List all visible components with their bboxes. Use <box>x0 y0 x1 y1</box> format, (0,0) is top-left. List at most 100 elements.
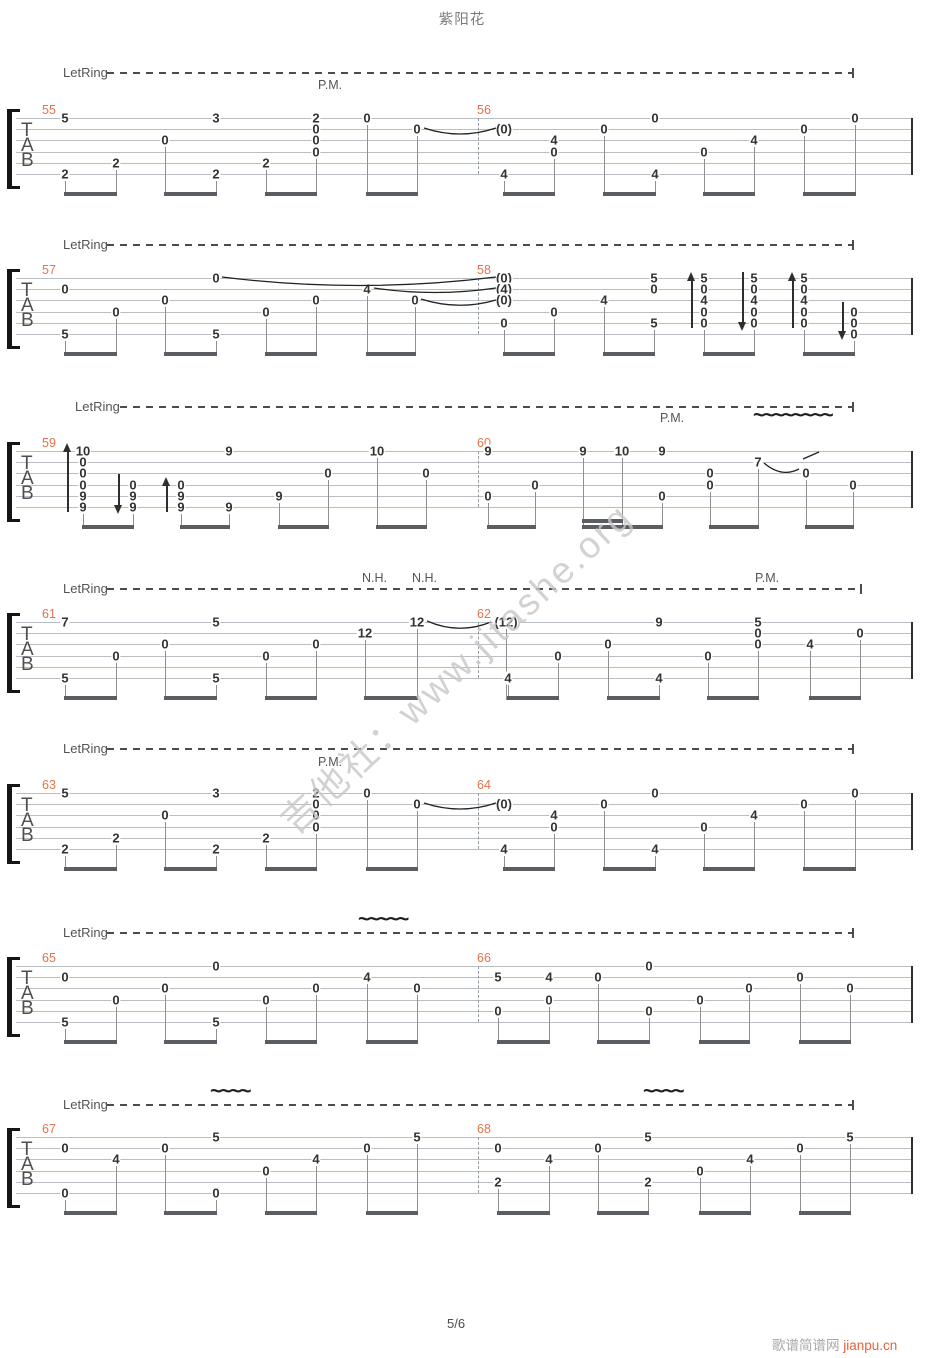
fret-number-string-3: 0 <box>311 636 321 652</box>
measure-barline <box>478 451 479 507</box>
fret-number-string-1: 5 <box>649 270 659 286</box>
fret-number-string-3: 0 <box>412 980 422 996</box>
fret-number-string-5: 0 <box>657 488 667 504</box>
beam <box>487 525 537 529</box>
note-stem <box>710 491 712 529</box>
fret-number-string-1: 5 <box>845 1129 855 1145</box>
palm-mute-label: P.M. <box>755 571 780 585</box>
fret-number-string-3: 0 <box>801 465 811 481</box>
fret-number-string-4: 0 <box>530 477 540 493</box>
fret-number-string-4: 0 <box>699 819 709 835</box>
staff-line-string-6 <box>16 334 913 335</box>
strum-arrow-down-icon <box>738 322 747 331</box>
fret-number-string-3: 0 <box>160 980 170 996</box>
fret-number-string-2: 0 <box>412 796 422 812</box>
fret-number-string-1: 5 <box>643 1129 653 1145</box>
note-stem <box>648 1188 650 1215</box>
note-stem <box>116 169 118 196</box>
note-stem <box>498 1017 500 1044</box>
beam <box>376 525 428 529</box>
tab-clef-letter-A: A <box>21 1154 34 1175</box>
note-stem <box>583 458 585 529</box>
fret-number-string-2: 0 <box>311 796 321 812</box>
staff-line-string-2 <box>16 1148 913 1150</box>
fret-number-string-3: 0 <box>744 980 754 996</box>
let-ring-dashes <box>107 72 852 74</box>
beam <box>582 525 664 529</box>
fret-number-string-3: (0) <box>495 292 513 308</box>
staff-line-string-6 <box>16 849 913 850</box>
note-stem <box>367 296 369 356</box>
note-stem <box>65 1029 67 1044</box>
fret-number-string-2: 0 <box>311 121 321 137</box>
fret-number-string-2: 0 <box>362 1140 372 1156</box>
measure-number: 67 <box>42 1122 56 1136</box>
measure-number: 65 <box>42 951 56 965</box>
note-stem <box>415 307 417 356</box>
note-stem <box>266 1006 268 1044</box>
fret-number-string-2: 0 <box>78 454 88 470</box>
tab-clef-letter-T: T <box>21 453 33 474</box>
fret-number-string-3: 4 <box>549 132 559 148</box>
strum-arrow-up-icon <box>687 272 696 281</box>
fret-number-string-4: 0 <box>261 992 271 1008</box>
note-stem <box>558 662 560 700</box>
let-ring-label: LetRing <box>63 1097 108 1112</box>
note-stem <box>608 651 610 700</box>
footer-site-link[interactable]: jianpu.cn <box>843 1338 898 1353</box>
note-stem <box>316 158 318 196</box>
note-stem <box>417 136 419 196</box>
fret-number-string-3: 0 <box>160 292 170 308</box>
fret-number-string-6: 9 <box>224 499 234 515</box>
note-stem <box>417 811 419 871</box>
note-stem <box>850 1144 852 1215</box>
measure-number: 63 <box>42 778 56 792</box>
fret-number-string-1: 5 <box>753 614 763 630</box>
fret-number-string-5: 2 <box>643 1174 653 1190</box>
fret-number-string-6: 2 <box>60 841 70 857</box>
fret-number-string-5: 9 <box>274 488 284 504</box>
note-stem <box>165 995 167 1044</box>
fret-number-string-2: 0 <box>753 625 763 641</box>
staff-line-string-2 <box>16 633 913 635</box>
fret-number-string-4: 0 <box>78 477 88 493</box>
beam <box>64 1040 118 1044</box>
staff-line-string-3 <box>16 140 913 142</box>
fret-number-string-6: 4 <box>499 841 509 857</box>
fret-number-string-5: 2 <box>493 1174 503 1190</box>
fret-number-string-6: 4 <box>650 841 660 857</box>
staff-line-string-1 <box>16 793 913 794</box>
strum-arrow-line <box>742 272 744 324</box>
tie-curve <box>763 462 800 474</box>
fret-number-string-4: 0 <box>261 648 271 664</box>
note-stem <box>498 1188 500 1215</box>
let-ring-label: LetRing <box>63 925 108 940</box>
staff-line-string-6 <box>16 174 913 175</box>
note-stem <box>367 1155 369 1215</box>
staff-bracket <box>7 784 20 864</box>
fret-number-string-3: 0 <box>311 292 321 308</box>
fret-number-string-2: (0) <box>495 121 513 137</box>
note-stem <box>598 984 600 1044</box>
fret-number-string-4: 0 <box>111 648 121 664</box>
staff-line-string-2 <box>16 804 913 806</box>
tab-clef-letter-A: A <box>21 135 34 156</box>
staff-line-string-5 <box>16 1010 913 1012</box>
fret-number-string-6: 2 <box>60 166 70 182</box>
note-stem <box>165 651 167 700</box>
staff-line-string-4 <box>16 151 913 153</box>
note-stem <box>749 995 751 1044</box>
beam <box>64 867 118 871</box>
fret-number-string-2: 0 <box>749 281 759 297</box>
fret-number-string-2: (0) <box>495 796 513 812</box>
let-ring-end-tick <box>852 402 854 412</box>
fret-number-string-3: 0 <box>421 465 431 481</box>
fret-number-string-4: 0 <box>699 144 709 160</box>
tab-clef-letter-A: A <box>21 295 34 316</box>
note-stem <box>708 662 710 700</box>
fret-number-string-6: 4 <box>499 166 509 182</box>
note-stem <box>426 480 428 529</box>
fret-number-string-1: 9 <box>224 443 234 459</box>
beam <box>709 525 760 529</box>
fret-number-string-2: 0 <box>493 1140 503 1156</box>
